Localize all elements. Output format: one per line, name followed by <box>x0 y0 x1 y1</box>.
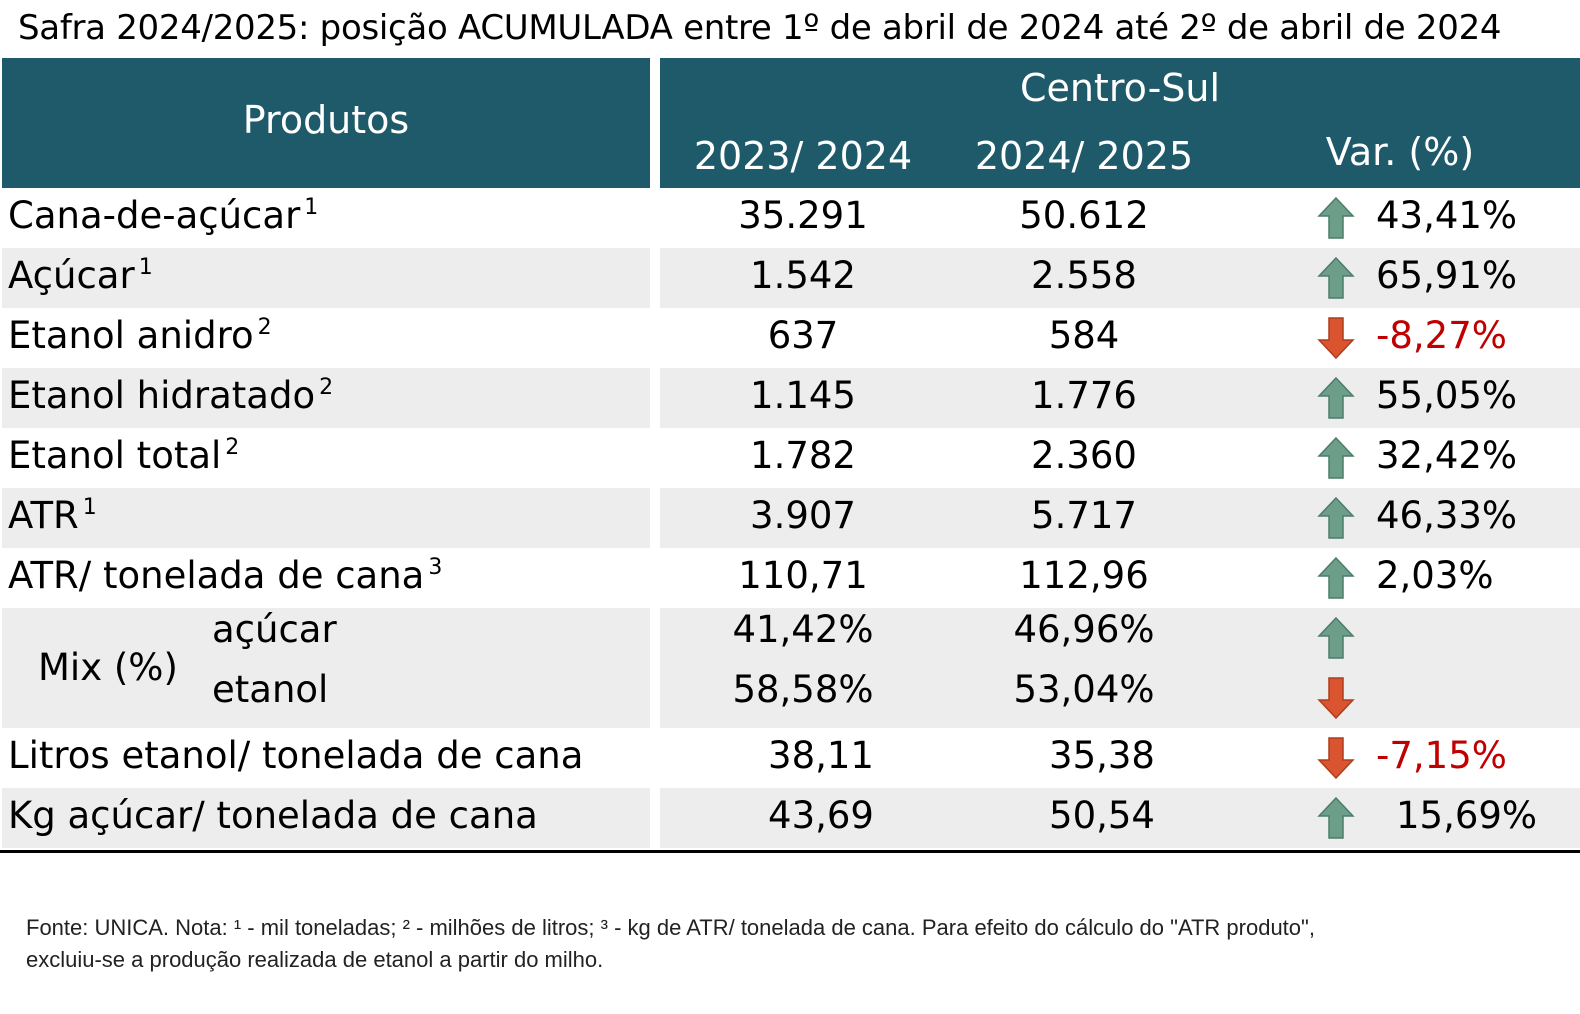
row-label-text: Kg açúcar/ tonelada de cana <box>8 794 538 837</box>
row-label-text: Litros etanol/ tonelada de cana <box>8 734 584 777</box>
arrow-up-icon <box>1317 196 1355 239</box>
row-footnote-marker: 3 <box>428 555 443 580</box>
value-variation: -7,15% <box>1376 734 1507 777</box>
header-region-label: Centro-Sul <box>1019 66 1221 110</box>
row-stripe <box>660 368 1580 428</box>
value-2024: 2.558 <box>1031 254 1137 297</box>
value-2023: 1.542 <box>750 254 856 297</box>
value-2023: 3.907 <box>750 494 856 537</box>
row-label: Litros etanol/ tonelada de cana <box>8 734 583 778</box>
row-label: ATR/ tonelada de cana 3 <box>8 554 442 598</box>
row-label-text: Açúcar <box>8 254 135 297</box>
value-variation: 46,33% <box>1376 494 1518 537</box>
row-stripe <box>2 248 650 308</box>
row-label-text: Cana-de-açúcar <box>8 194 301 237</box>
value-2023: 58,58% <box>732 668 874 711</box>
arrow-up-icon <box>1317 616 1355 659</box>
row-footnote-marker: 1 <box>304 195 319 220</box>
row-label: Etanol anidro 2 <box>8 314 272 358</box>
arrow-up-icon <box>1317 436 1355 479</box>
row-stripe <box>660 788 1580 848</box>
value-variation: 2,03% <box>1376 554 1494 597</box>
row-stripe <box>2 368 650 428</box>
value-2024: 584 <box>1048 314 1120 357</box>
row-label: Etanol total 2 <box>8 434 239 478</box>
header-products-cell: Produtos <box>2 58 650 188</box>
arrow-down-icon <box>1317 677 1355 720</box>
value-variation: 15,69% <box>1396 794 1538 837</box>
value-2024: 2.360 <box>1031 434 1137 477</box>
value-variation: 55,05% <box>1376 374 1518 417</box>
row-label-text: ATR <box>8 494 79 537</box>
mix-group-label: Mix (%) <box>38 646 178 689</box>
row-label: Kg açúcar/ tonelada de cana <box>8 794 538 838</box>
row-label: Açúcar 1 <box>8 254 153 298</box>
table-title: Safra 2024/2025: posição ACUMULADA entre… <box>18 8 1502 48</box>
arrow-up-icon <box>1317 796 1355 839</box>
row-label: ATR 1 <box>8 494 97 538</box>
header-col-2023: 2023/ 2024 <box>693 134 913 178</box>
row-footnote-marker: 1 <box>82 495 97 520</box>
row-stripe <box>660 608 1580 728</box>
value-variation: 65,91% <box>1376 254 1518 297</box>
header-col-var: Var. (%) <box>1325 130 1475 174</box>
row-label-text: Etanol hidratado <box>8 374 316 417</box>
row-stripe <box>660 248 1580 308</box>
header-region-cell: Centro-Sul 2023/ 2024 2024/ 2025 Var. (%… <box>660 58 1580 188</box>
header-col-2024: 2024/ 2025 <box>974 134 1194 178</box>
row-label: Cana-de-açúcar 1 <box>8 194 318 238</box>
arrow-down-icon <box>1317 737 1355 780</box>
row-label: Etanol hidratado 2 <box>8 374 333 418</box>
value-2023: 1.145 <box>750 374 856 417</box>
value-2024: 35,38 <box>1049 734 1155 777</box>
arrow-up-icon <box>1317 496 1355 539</box>
row-label-text: ATR/ tonelada de cana <box>8 554 425 597</box>
value-2023: 38,11 <box>768 734 874 777</box>
value-2024: 1.776 <box>1031 374 1137 417</box>
value-2024: 50,54 <box>1049 794 1155 837</box>
value-2024: 46,96% <box>1013 608 1155 651</box>
value-2023: 110,71 <box>738 554 868 597</box>
value-2023: 637 <box>767 314 839 357</box>
value-variation: 32,42% <box>1376 434 1518 477</box>
table-bottom-rule <box>0 850 1580 853</box>
value-2023: 41,42% <box>732 608 874 651</box>
row-stripe <box>660 488 1580 548</box>
row-label-text: Etanol anidro <box>8 314 254 357</box>
row-stripe <box>2 788 650 848</box>
row-stripe <box>2 488 650 548</box>
value-2024: 5.717 <box>1031 494 1137 537</box>
value-variation: -8,27% <box>1376 314 1507 357</box>
footnote-line-1: Fonte: UNICA. Nota: ¹ - mil toneladas; ²… <box>26 915 1315 940</box>
footnote: Fonte: UNICA. Nota: ¹ - mil toneladas; ²… <box>26 912 1566 976</box>
arrow-up-icon <box>1317 376 1355 419</box>
row-footnote-marker: 2 <box>257 315 272 340</box>
row-label-text: Etanol total <box>8 434 222 477</box>
row-footnote-marker: 1 <box>138 255 153 280</box>
arrow-up-icon <box>1317 556 1355 599</box>
value-2024: 112,96 <box>1019 554 1149 597</box>
arrow-down-icon <box>1317 317 1355 360</box>
value-2024: 53,04% <box>1013 668 1155 711</box>
value-variation: 43,41% <box>1376 194 1518 237</box>
footnote-line-2: excluiu-se a produção realizada de etano… <box>26 947 604 972</box>
row-label: açúcar <box>212 608 337 651</box>
value-2024: 50.612 <box>1019 194 1149 237</box>
header-products-label: Produtos <box>242 98 410 142</box>
row-footnote-marker: 2 <box>319 375 334 400</box>
value-2023: 43,69 <box>768 794 874 837</box>
row-label: etanol <box>212 668 329 711</box>
value-2023: 35.291 <box>738 194 868 237</box>
row-footnote-marker: 2 <box>225 435 240 460</box>
arrow-up-icon <box>1317 256 1355 299</box>
value-2023: 1.782 <box>750 434 856 477</box>
row-stripe <box>2 608 650 728</box>
